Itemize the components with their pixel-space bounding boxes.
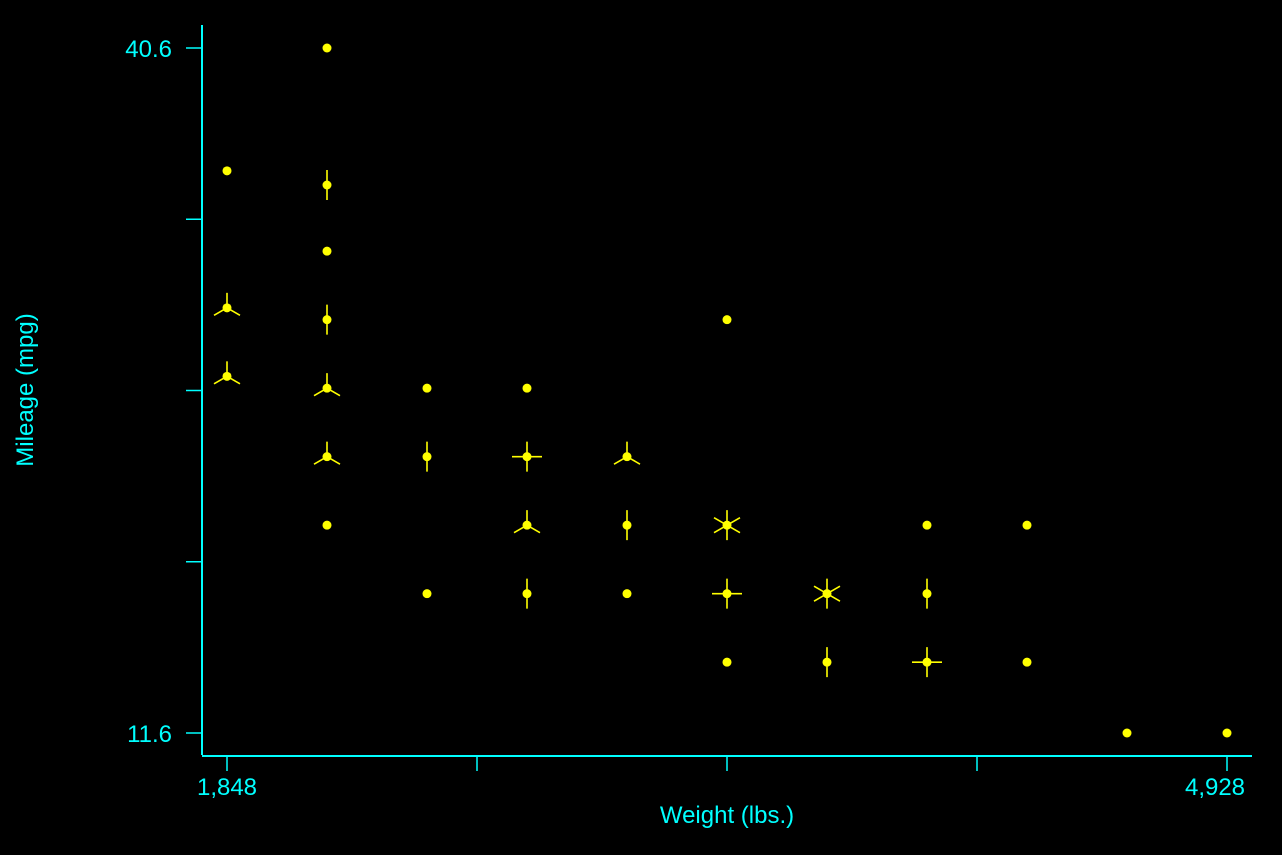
marks-layer bbox=[213, 43, 1232, 738]
data-point-dot bbox=[222, 371, 232, 381]
data-point-dot bbox=[622, 589, 632, 599]
sunflower-point-15 bbox=[513, 510, 541, 534]
sunflower-point-4 bbox=[322, 170, 332, 200]
data-point-dot bbox=[322, 180, 332, 190]
sunflower-point-26 bbox=[922, 520, 932, 530]
data-point-dot bbox=[622, 520, 632, 530]
sunflower-point-22 bbox=[711, 578, 743, 609]
data-point-dot bbox=[722, 657, 732, 667]
data-point-dot bbox=[322, 315, 332, 325]
data-point-dot bbox=[422, 589, 432, 599]
sunflower-point-14 bbox=[511, 441, 543, 472]
sunflower-point-6 bbox=[322, 304, 332, 335]
sunflower-point-3 bbox=[322, 43, 332, 53]
sunflower-point-7 bbox=[313, 373, 341, 397]
data-point-dot bbox=[522, 452, 532, 462]
sunflower-point-21 bbox=[713, 510, 741, 541]
y-tick-label-min: 11.6 bbox=[127, 721, 172, 748]
data-point-dot bbox=[522, 520, 532, 530]
sunflower-point-5 bbox=[322, 246, 332, 256]
sunflower-point-29 bbox=[1022, 520, 1032, 530]
sunflower-point-13 bbox=[522, 383, 532, 393]
sunflower-point-9 bbox=[322, 520, 332, 530]
data-point-dot bbox=[322, 452, 332, 462]
sunflower-point-19 bbox=[622, 589, 632, 599]
data-point-dot bbox=[522, 589, 532, 599]
sunflower-point-28 bbox=[911, 647, 943, 678]
sunflower-point-1 bbox=[213, 292, 241, 317]
data-point-dot bbox=[222, 303, 232, 313]
x-tick-label-max: 4,928 bbox=[1185, 774, 1245, 801]
data-point-dot bbox=[722, 589, 732, 599]
data-point-dot bbox=[322, 43, 332, 53]
x-tick-label-min: 1,848 bbox=[197, 774, 257, 801]
data-point-dot bbox=[1222, 728, 1232, 738]
axes-layer bbox=[201, 25, 1252, 757]
data-point-dot bbox=[822, 589, 832, 599]
data-point-dot bbox=[222, 166, 232, 176]
sunflower-point-31 bbox=[1122, 728, 1132, 738]
sunflower-point-32 bbox=[1222, 728, 1232, 738]
data-point-dot bbox=[1122, 728, 1132, 738]
data-point-dot bbox=[722, 520, 732, 530]
data-point-dot bbox=[1022, 657, 1032, 667]
sunflower-point-12 bbox=[422, 589, 432, 599]
x-axis-title: Weight (lbs.) bbox=[660, 802, 794, 829]
sunflower-point-10 bbox=[422, 383, 432, 393]
data-point-dot bbox=[922, 589, 932, 599]
sunflower-point-18 bbox=[622, 510, 632, 541]
y-tick-label-max: 40.6 bbox=[125, 36, 172, 63]
sunflower-point-17 bbox=[613, 441, 641, 465]
data-point-dot bbox=[522, 383, 532, 393]
sunflower-point-30 bbox=[1022, 657, 1032, 667]
data-point-dot bbox=[1022, 520, 1032, 530]
sunflower-point-16 bbox=[522, 578, 532, 609]
data-point-dot bbox=[922, 657, 932, 667]
sunflower-point-27 bbox=[922, 578, 932, 609]
sunflower-point-8 bbox=[313, 441, 341, 465]
sunflower-point-2 bbox=[213, 361, 241, 385]
data-point-dot bbox=[322, 246, 332, 256]
y-axis-title: Mileage (mpg) bbox=[12, 313, 39, 466]
data-point-dot bbox=[922, 520, 932, 530]
sunflower-point-11 bbox=[422, 441, 432, 472]
sunflower-point-0 bbox=[222, 166, 232, 176]
data-point-dot bbox=[422, 383, 432, 393]
data-point-dot bbox=[722, 315, 732, 325]
data-point-dot bbox=[322, 520, 332, 530]
data-point-dot bbox=[822, 657, 832, 667]
sunflower-point-20 bbox=[722, 315, 732, 325]
data-point-dot bbox=[622, 452, 632, 462]
ticks-layer bbox=[186, 47, 1228, 771]
data-point-dot bbox=[422, 452, 432, 462]
data-point-dot bbox=[322, 383, 332, 393]
sunflower-point-24 bbox=[813, 578, 841, 609]
labels-layer: 1,848 4,928 11.6 40.6 Weight (lbs.) Mile… bbox=[12, 36, 1245, 829]
sunflower-point-23 bbox=[722, 657, 732, 667]
sunflower-point-25 bbox=[822, 647, 832, 678]
